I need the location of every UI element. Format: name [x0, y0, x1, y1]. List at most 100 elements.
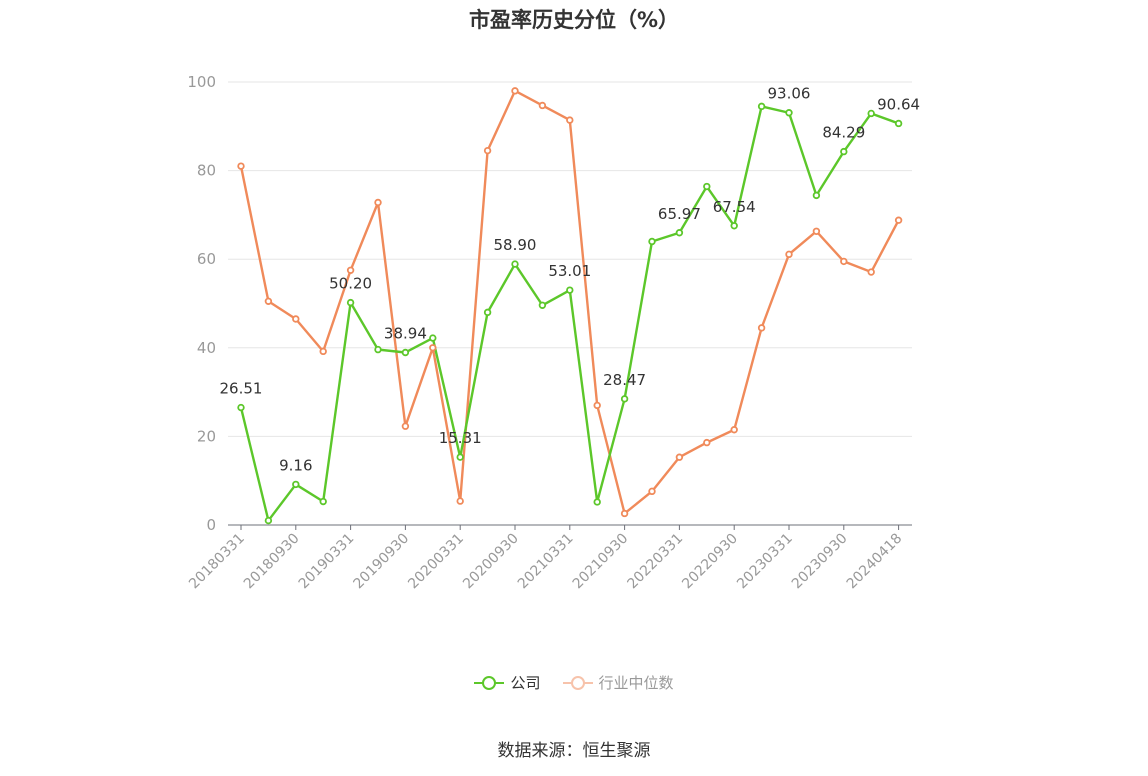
point-1-4 [346, 266, 355, 274]
point-0-22 [840, 147, 848, 156]
point-1-1 [264, 297, 273, 305]
x-tick-label-20190331: 20190331 [296, 531, 358, 593]
data-label-10: 58.90 [494, 236, 537, 254]
x-tick-label-20210331: 20210331 [515, 531, 577, 593]
point-1-24 [894, 216, 903, 224]
point-0-15 [648, 237, 656, 246]
point-1-9 [483, 146, 492, 155]
point-0-13 [593, 498, 601, 506]
point-1-20 [785, 250, 793, 259]
y-tick-label-60: 60 [197, 250, 216, 268]
point-0-8 [456, 453, 464, 461]
data-label-14: 28.47 [603, 371, 646, 389]
point-0-20 [785, 109, 793, 117]
y-tick-label-100: 100 [187, 73, 216, 91]
point-0-4 [346, 298, 355, 307]
point-1-11 [538, 101, 547, 110]
point-0-2 [292, 480, 300, 489]
legend: 公司 行业中位数 [0, 672, 1148, 693]
point-0-9 [483, 308, 492, 317]
grid-lines [228, 81, 912, 437]
x-tick-label-20230331: 20230331 [734, 531, 796, 593]
point-1-16 [675, 453, 684, 461]
point-0-17 [703, 182, 711, 191]
line-chart: 0 20 40 60 80 100 201803312018093020190331201… [186, 73, 921, 593]
point-1-5 [374, 198, 382, 207]
legend-item-industry-median[interactable]: 行业中位数 [562, 672, 674, 693]
data-label-4: 50.20 [329, 275, 372, 293]
point-0-5 [374, 345, 382, 354]
point-1-13 [593, 401, 601, 410]
point-0-19 [757, 102, 766, 111]
point-1-15 [648, 487, 656, 496]
point-1-7 [429, 344, 437, 352]
y-axis-ticks: 0 20 40 60 80 100 [187, 73, 216, 534]
x-tick-label-20230930: 20230930 [789, 531, 851, 593]
data-label-0: 26.51 [220, 380, 263, 398]
legend-swatch-company [474, 675, 505, 690]
point-1-10 [511, 87, 519, 95]
point-1-23 [867, 268, 875, 276]
chart-title: 市盈率历史分位（%） [468, 8, 680, 32]
x-tick-label-20200331: 20200331 [405, 531, 467, 593]
point-1-19 [757, 324, 766, 332]
series-points [237, 87, 903, 525]
point-1-8 [456, 497, 464, 505]
x-tick-label-20180930: 20180930 [241, 531, 303, 593]
point-1-0 [237, 162, 245, 170]
x-tick-label-20180331: 20180331 [186, 531, 248, 593]
point-0-14 [620, 395, 629, 403]
y-tick-label-20: 20 [197, 427, 216, 445]
point-0-24 [894, 119, 903, 128]
data-label-16: 65.97 [658, 205, 701, 223]
data-labels: 26.51 9.16 50.20 38.94 15.31 58.90 53.01 28.47 6… [220, 85, 921, 475]
point-0-12 [566, 286, 574, 294]
point-0-3 [319, 497, 327, 506]
point-0-10 [511, 260, 519, 268]
point-1-2 [292, 315, 300, 323]
series-line-1 [239, 89, 900, 515]
data-label-24: 90.64 [877, 95, 920, 113]
x-tick-label-20200930: 20200930 [460, 531, 522, 593]
point-1-22 [840, 257, 848, 266]
point-1-14 [620, 509, 629, 518]
point-0-11 [538, 301, 547, 309]
legend-swatch-industry-median [562, 675, 593, 690]
data-label-18: 67.54 [713, 198, 756, 216]
x-tick-label-20220930: 20220930 [679, 531, 741, 593]
point-1-3 [319, 347, 327, 356]
point-0-21 [812, 191, 821, 200]
legend-item-company[interactable]: 公司 [474, 672, 541, 693]
point-0-16 [675, 229, 684, 237]
x-axis: 2018033120180930201903312019093020200331… [186, 524, 912, 593]
y-tick-label-40: 40 [197, 339, 216, 357]
point-0-18 [730, 222, 738, 230]
y-tick-label-80: 80 [197, 162, 216, 180]
data-label-2: 9.16 [279, 456, 312, 474]
data-label-22: 84.29 [822, 124, 865, 142]
data-label-6: 38.94 [384, 324, 427, 342]
point-0-23 [867, 109, 875, 118]
x-tick-label-20190930: 20190930 [351, 531, 413, 593]
x-tick-label-20220331: 20220331 [625, 531, 687, 593]
series-line-0 [239, 105, 900, 522]
data-label-20: 93.06 [768, 85, 811, 103]
legend-label-company: 公司 [510, 674, 541, 692]
y-tick-label-0: 0 [206, 516, 216, 534]
x-tick-label-20210930: 20210930 [570, 531, 632, 593]
series-lines [239, 89, 900, 522]
point-0-6 [401, 348, 410, 357]
legend-label-industry-median: 行业中位数 [598, 674, 674, 692]
point-0-1 [264, 516, 273, 525]
point-1-21 [812, 227, 821, 235]
point-1-6 [401, 422, 410, 430]
x-tick-label-20240418: 20240418 [844, 531, 906, 593]
point-1-17 [703, 438, 711, 447]
data-label-12: 53.01 [548, 262, 591, 280]
point-1-18 [730, 426, 738, 434]
point-1-12 [566, 116, 574, 124]
data-label-8: 15.31 [439, 429, 482, 447]
point-0-0 [237, 403, 245, 412]
data-source: 数据来源：恒生聚源 [497, 741, 651, 761]
point-0-7 [429, 334, 437, 342]
